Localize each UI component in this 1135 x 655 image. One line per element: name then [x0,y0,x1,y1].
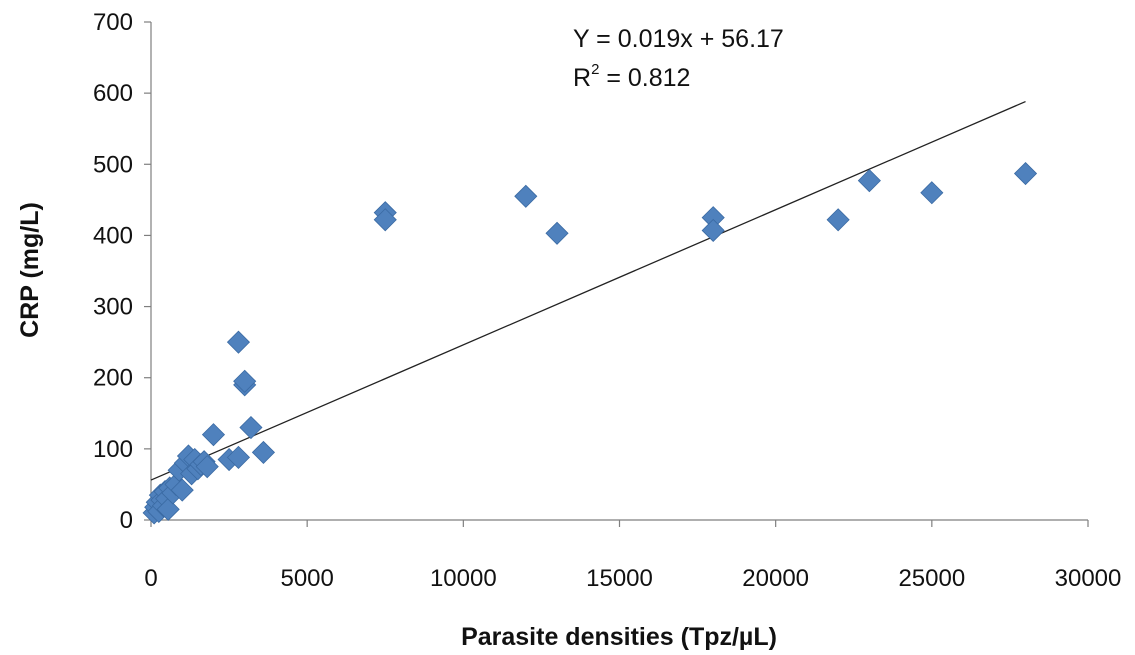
data-point [514,184,538,208]
y-tick-label: 200 [93,365,133,392]
r-squared-value: = 0.812 [599,64,690,92]
data-point [920,181,944,205]
data-point [201,423,226,447]
data-point [226,445,251,469]
axes [144,21,1089,527]
r-squared-prefix: R [573,64,591,92]
data-points [142,161,1038,525]
data-point [195,455,219,479]
y-axis-title: CRP (mg/L) [16,202,44,338]
y-tick-label: 400 [93,222,133,249]
data-point [545,221,569,245]
x-axis-title: Parasite densities (Tpz/µL) [461,623,777,651]
r-squared-label: R2 = 0.812 [573,61,690,92]
data-point [857,169,881,193]
x-tick-label: 5000 [280,565,333,592]
tick-labels: 0 100 200 300 400 500 600 700 0 5000 10000 15000 200… [93,9,1121,592]
data-point [170,478,194,502]
regression-equation: Y = 0.019x + 56.17 [573,25,784,53]
y-tick-label: 100 [93,436,133,463]
y-tick-label: 600 [93,80,133,107]
x-tick-label: 25000 [898,565,965,592]
x-tick-label: 20000 [742,565,809,592]
data-point [701,218,725,243]
data-point [239,415,263,440]
y-tick-label: 700 [93,9,133,36]
x-tick-label: 10000 [430,565,497,592]
x-tick-label: 30000 [1055,565,1122,592]
y-tick-label: 0 [120,507,133,534]
y-tick-label: 300 [93,294,133,321]
data-point [251,440,276,464]
data-point [226,330,251,354]
data-point [826,208,850,232]
linear-trendline [150,100,1026,481]
data-point [1013,161,1038,186]
x-tick-label: 0 [144,565,157,592]
r-squared-superscript: 2 [591,61,599,78]
data-point [156,497,180,521]
y-tick-label: 500 [93,151,133,178]
data-point [233,369,257,393]
x-tick-label: 15000 [586,565,653,592]
trendline-layer [150,100,1026,481]
data-point [373,208,397,232]
